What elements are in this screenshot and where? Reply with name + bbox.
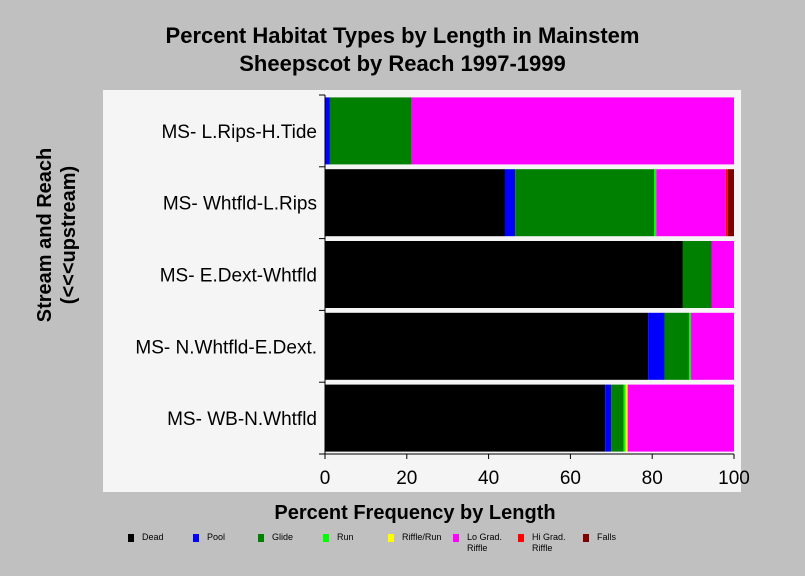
legend-label: Glide bbox=[272, 532, 293, 543]
bar-segment-dead bbox=[325, 169, 505, 237]
y-tick-label: MS- Whtfld-L.Rips bbox=[163, 194, 317, 215]
x-axis-label: Percent Frequency by Length bbox=[274, 502, 556, 524]
legend-label-line: Riffle bbox=[532, 543, 553, 553]
legend-swatch bbox=[193, 534, 199, 542]
bar-segment-lo-grad-riffle bbox=[656, 169, 726, 237]
y-tick-label: MS- L.Rips-H.Tide bbox=[161, 122, 317, 143]
bar-segment-glide bbox=[664, 312, 690, 380]
x-tick-label: 40 bbox=[478, 468, 499, 489]
bar-segment-run bbox=[623, 384, 626, 452]
legend-label: Lo Grad. Riffle bbox=[467, 532, 502, 554]
legend-label: Run bbox=[337, 532, 354, 543]
bar-segment-lo-grad-riffle bbox=[627, 384, 734, 452]
bar-segment-pool bbox=[605, 384, 612, 452]
bar-segment-dead bbox=[325, 384, 606, 452]
legend-label-line: Pool bbox=[207, 532, 226, 542]
bar-segment-pool bbox=[504, 169, 516, 237]
legend-swatch bbox=[128, 534, 134, 542]
legend-swatch bbox=[323, 534, 329, 542]
legend-swatch bbox=[453, 534, 459, 542]
bar-segment-pool bbox=[648, 312, 665, 380]
bar-segment-pool bbox=[325, 97, 330, 165]
bar-segment-hi-grad-riffle bbox=[725, 169, 728, 237]
legend-swatch bbox=[388, 534, 394, 542]
y-tick-label: MS- E.Dext-Whtfld bbox=[160, 266, 317, 287]
x-tick-label: 20 bbox=[396, 468, 417, 489]
legend-label-line: Lo Grad. bbox=[467, 532, 503, 542]
y-tick-label: MS- WB-N.Whtfld bbox=[167, 409, 317, 430]
bar-segment-run bbox=[654, 169, 657, 237]
legend-label-line: Riffle/Run bbox=[402, 532, 442, 542]
legend-label-line: Dead bbox=[142, 532, 164, 542]
x-tick-label: 80 bbox=[642, 468, 663, 489]
bar-segment-riffle-run bbox=[625, 384, 628, 452]
legend-label: Riffle/Run bbox=[402, 532, 441, 543]
legend-label-line: Hi Grad. bbox=[532, 532, 566, 542]
legend-swatch bbox=[518, 534, 524, 542]
y-tick-label: MS- N.Whtfld-E.Dext. bbox=[135, 337, 317, 358]
chart-title-line-1: Percent Habitat Types by Length in Mains… bbox=[165, 23, 640, 48]
x-tick-label: 60 bbox=[560, 468, 581, 489]
bar-segment-glide bbox=[515, 169, 655, 237]
bar-segment-lo-grad-riffle bbox=[411, 97, 734, 165]
bar-segment-dead bbox=[325, 241, 683, 308]
legend-label-line: Glide bbox=[272, 532, 294, 542]
x-tick-label: 0 bbox=[320, 468, 331, 489]
legend-label: Dead bbox=[142, 532, 164, 543]
x-tick-label: 100 bbox=[718, 468, 750, 489]
bar-segment-glide bbox=[611, 384, 624, 452]
bar-segment-glide bbox=[329, 97, 412, 165]
bar-segment-run bbox=[689, 312, 692, 380]
legend-label-line: Run bbox=[337, 532, 354, 542]
bar-segment-glide bbox=[682, 241, 712, 308]
bar-segment-lo-grad-riffle bbox=[711, 241, 734, 308]
legend-swatch bbox=[258, 534, 264, 542]
chart-title-line-2: Sheepscot by Reach 1997-1999 bbox=[239, 51, 566, 76]
legend-label: Falls bbox=[597, 532, 616, 543]
chart-legend: Dead Pool Glide Run Riffle/Run Lo Grad. Riffle… bbox=[128, 532, 805, 562]
legend-label-line: Riffle bbox=[467, 543, 488, 553]
legend-swatch bbox=[583, 534, 589, 542]
legend-label: Hi Grad. Riffle bbox=[532, 532, 566, 554]
bar-segment-lo-grad-riffle bbox=[691, 312, 734, 380]
legend-label-line: Falls bbox=[597, 532, 617, 542]
bar-segment-falls bbox=[727, 169, 734, 237]
legend-label: Pool bbox=[207, 532, 225, 543]
bar-segment-dead bbox=[325, 312, 649, 380]
chart-title: Percent Habitat Types by Length in Mains… bbox=[0, 22, 805, 78]
